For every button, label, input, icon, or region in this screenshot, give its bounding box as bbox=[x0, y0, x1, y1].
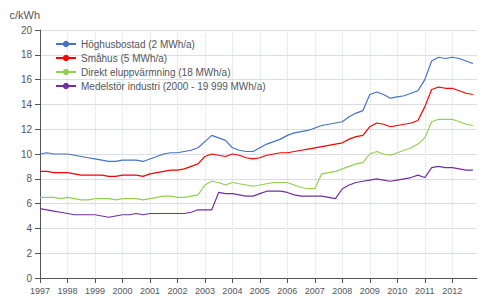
svg-text:Småhus (5 MWh/a): Småhus (5 MWh/a) bbox=[81, 53, 167, 64]
svg-text:2009: 2009 bbox=[360, 286, 380, 296]
svg-text:4: 4 bbox=[26, 223, 32, 234]
svg-text:20: 20 bbox=[21, 25, 33, 36]
svg-text:1997: 1997 bbox=[30, 286, 50, 296]
svg-text:Höghusbostad (2 MWh/a): Höghusbostad (2 MWh/a) bbox=[81, 39, 195, 50]
svg-text:2007: 2007 bbox=[305, 286, 325, 296]
svg-text:8: 8 bbox=[26, 173, 32, 184]
svg-text:16: 16 bbox=[21, 74, 33, 85]
svg-text:2002: 2002 bbox=[167, 286, 187, 296]
svg-text:2008: 2008 bbox=[332, 286, 352, 296]
svg-text:2010: 2010 bbox=[387, 286, 407, 296]
svg-text:Medelstör industri (2000 - 19: Medelstör industri (2000 - 19 999 MWh/a) bbox=[81, 81, 266, 92]
svg-text:2006: 2006 bbox=[277, 286, 297, 296]
svg-text:18: 18 bbox=[21, 49, 33, 60]
svg-text:14: 14 bbox=[21, 99, 33, 110]
svg-text:2012: 2012 bbox=[442, 286, 462, 296]
svg-text:1999: 1999 bbox=[85, 286, 105, 296]
svg-text:2004: 2004 bbox=[222, 286, 242, 296]
svg-text:2: 2 bbox=[26, 248, 32, 259]
svg-text:2001: 2001 bbox=[140, 286, 160, 296]
svg-text:2003: 2003 bbox=[195, 286, 215, 296]
svg-text:Direkt eluppvärmning (18 MWh/a: Direkt eluppvärmning (18 MWh/a) bbox=[81, 67, 231, 78]
svg-text:12: 12 bbox=[21, 124, 33, 135]
svg-text:2005: 2005 bbox=[250, 286, 270, 296]
svg-text:2011: 2011 bbox=[415, 286, 434, 296]
svg-text:10: 10 bbox=[21, 149, 33, 160]
svg-text:0: 0 bbox=[26, 273, 32, 284]
svg-text:2000: 2000 bbox=[112, 286, 132, 296]
svg-text:c/kWh: c/kWh bbox=[9, 9, 40, 21]
svg-text:1998: 1998 bbox=[57, 286, 77, 296]
svg-text:6: 6 bbox=[26, 198, 32, 209]
